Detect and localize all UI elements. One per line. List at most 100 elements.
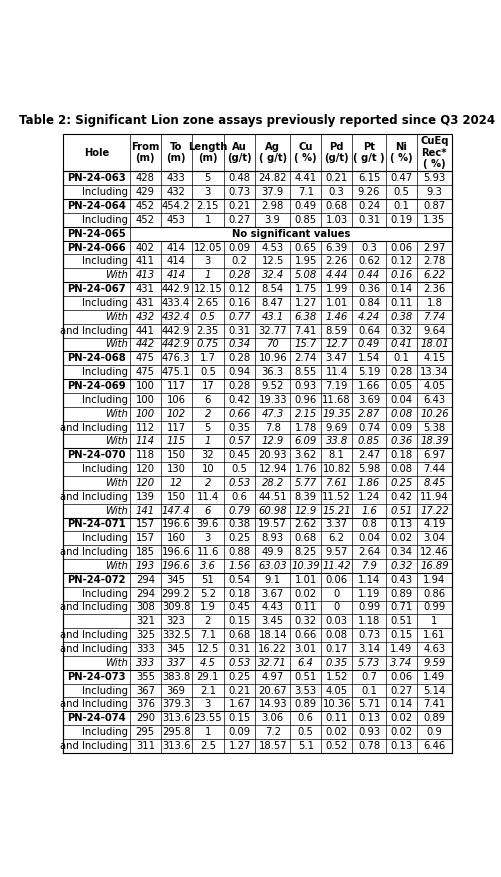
Text: 14.93: 14.93: [258, 699, 287, 709]
Text: 130: 130: [166, 464, 185, 474]
Text: 442.9: 442.9: [161, 339, 190, 349]
Text: 150: 150: [166, 450, 185, 460]
Text: 0.28: 0.28: [228, 353, 250, 363]
Text: 0.71: 0.71: [390, 602, 412, 612]
Text: 32.71: 32.71: [258, 658, 287, 668]
Text: 311: 311: [135, 741, 154, 751]
Text: 367: 367: [135, 686, 154, 695]
Text: 0.34: 0.34: [390, 547, 412, 557]
Text: 0.7: 0.7: [360, 672, 376, 681]
Text: 294: 294: [135, 588, 154, 599]
Text: 414: 414: [166, 243, 185, 253]
Text: 2: 2: [204, 409, 210, 418]
Text: Including: Including: [82, 367, 128, 377]
Text: With: With: [105, 270, 128, 281]
Text: 1.18: 1.18: [357, 617, 379, 626]
Text: 0.2: 0.2: [231, 256, 247, 267]
Text: 0.03: 0.03: [325, 617, 347, 626]
Text: 2.98: 2.98: [261, 201, 283, 211]
Text: 0.68: 0.68: [325, 201, 347, 211]
Text: 0.84: 0.84: [357, 298, 379, 308]
Text: 1.19: 1.19: [357, 588, 379, 599]
Text: 0.17: 0.17: [325, 644, 347, 654]
Text: 428: 428: [136, 174, 154, 183]
Text: 0.9: 0.9: [425, 727, 441, 737]
Text: 0.34: 0.34: [228, 339, 250, 349]
Text: PN-24-065: PN-24-065: [67, 229, 125, 239]
Text: 185: 185: [135, 547, 154, 557]
Text: 196.6: 196.6: [161, 519, 190, 530]
Text: 16.89: 16.89: [419, 561, 448, 571]
Text: 11.94: 11.94: [419, 492, 448, 502]
Text: 0.35: 0.35: [325, 658, 347, 668]
Text: 0.5: 0.5: [297, 727, 313, 737]
Text: 193: 193: [135, 561, 154, 571]
Text: 0.57: 0.57: [228, 437, 250, 446]
Text: 0.15: 0.15: [228, 713, 250, 724]
Text: 37.9: 37.9: [261, 187, 283, 197]
Text: 0.99: 0.99: [357, 602, 379, 612]
Text: 5: 5: [204, 423, 210, 432]
Text: 32.4: 32.4: [261, 270, 283, 281]
Text: 0.09: 0.09: [228, 243, 250, 253]
Text: 0.49: 0.49: [357, 339, 379, 349]
Text: 0.11: 0.11: [390, 298, 412, 308]
Text: 414: 414: [166, 256, 185, 267]
Text: 1: 1: [204, 727, 210, 737]
Text: 6.2: 6.2: [328, 533, 344, 543]
Text: 3.6: 3.6: [199, 561, 215, 571]
Text: 18.01: 18.01: [419, 339, 448, 349]
Text: and Including: and Including: [60, 492, 128, 502]
Text: 0.43: 0.43: [390, 574, 412, 585]
Text: 0.79: 0.79: [228, 505, 250, 516]
Text: 0.3: 0.3: [328, 187, 344, 197]
Text: 0.42: 0.42: [228, 395, 250, 405]
Text: 0.87: 0.87: [422, 201, 444, 211]
Text: With: With: [105, 561, 128, 571]
Text: and Including: and Including: [60, 644, 128, 654]
Text: 0.51: 0.51: [390, 617, 412, 626]
Text: 7.9: 7.9: [360, 561, 376, 571]
Text: 24.82: 24.82: [258, 174, 287, 183]
Text: 442.9: 442.9: [161, 325, 190, 336]
Text: Table 2: Significant Lion zone assays previously reported since Q3 2024: Table 2: Significant Lion zone assays pr…: [19, 114, 494, 126]
Text: 475: 475: [135, 353, 154, 363]
Text: 32.77: 32.77: [258, 325, 287, 336]
Text: PN-24-067: PN-24-067: [67, 284, 125, 294]
Text: 432: 432: [135, 312, 154, 322]
Text: 433.4: 433.4: [162, 298, 190, 308]
Text: 432: 432: [166, 187, 185, 197]
Text: 10.82: 10.82: [322, 464, 350, 474]
Text: 12.5: 12.5: [261, 256, 283, 267]
Text: 0.19: 0.19: [390, 215, 412, 225]
Text: 0.18: 0.18: [228, 588, 250, 599]
Text: 1.24: 1.24: [357, 492, 379, 502]
Text: PN-24-072: PN-24-072: [67, 574, 125, 585]
Text: 333: 333: [136, 644, 154, 654]
Text: 17.22: 17.22: [419, 505, 448, 516]
Text: 1.78: 1.78: [294, 423, 316, 432]
Text: 0.35: 0.35: [228, 423, 250, 432]
Text: PN-24-066: PN-24-066: [67, 243, 125, 253]
Text: 1.01: 1.01: [325, 298, 347, 308]
Text: 0.32: 0.32: [390, 325, 412, 336]
Text: 100: 100: [136, 381, 154, 391]
Text: 0.96: 0.96: [294, 395, 316, 405]
Text: 431: 431: [136, 298, 154, 308]
Text: 12.7: 12.7: [325, 339, 347, 349]
Text: 0.38: 0.38: [390, 312, 412, 322]
Text: 12.94: 12.94: [258, 464, 287, 474]
Text: 120: 120: [135, 478, 154, 488]
Text: and Including: and Including: [60, 602, 128, 612]
Text: 2.87: 2.87: [357, 409, 379, 418]
Text: 0.1: 0.1: [360, 686, 376, 695]
Text: 3: 3: [204, 256, 210, 267]
Text: No significant values: No significant values: [231, 229, 349, 239]
Text: 2: 2: [204, 478, 210, 488]
Text: 147.4: 147.4: [161, 505, 190, 516]
Text: 0.5: 0.5: [393, 187, 409, 197]
Text: 0.06: 0.06: [390, 672, 412, 681]
Text: 1.01: 1.01: [294, 574, 316, 585]
Text: 11.42: 11.42: [322, 561, 350, 571]
Text: 3.9: 3.9: [264, 215, 280, 225]
